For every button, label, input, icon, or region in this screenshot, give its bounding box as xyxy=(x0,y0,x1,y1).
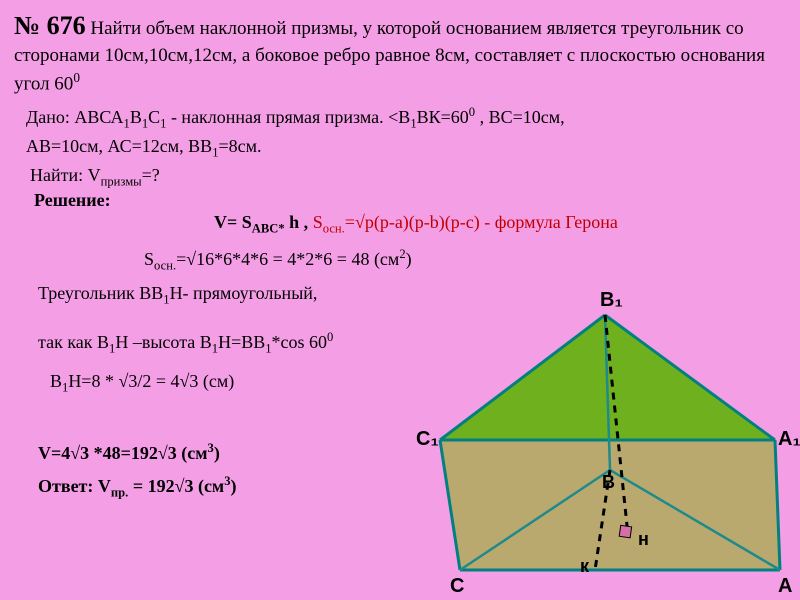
find-line: Найти: Vпризмы=? xyxy=(14,165,786,190)
label-h: н xyxy=(638,529,649,549)
formula-main: V= SABC* h , Sосн.=√p(p-a)(p-b)(p-c) - ф… xyxy=(14,212,786,237)
given-line1: Дано: АВСА1В1С1 - наклонная прямая призм… xyxy=(14,103,786,133)
triangle-line: Треугольник ВВ1Н- прямоугольный, xyxy=(14,283,786,308)
answer-line: Ответ: Vпр. = 192√3 (см3) xyxy=(14,474,786,501)
problem-number: № 676 xyxy=(14,11,86,40)
given-line2: АВ=10см, АС=12см, ВВ1=8см. xyxy=(14,133,786,162)
label-a: А xyxy=(778,575,792,597)
label-c: С xyxy=(450,575,464,597)
sosn-calc: Sосн.=√16*6*4*6 = 4*2*6 = 48 (см2) xyxy=(14,247,786,274)
label-k: к xyxy=(580,556,590,576)
solution-label: Решение: xyxy=(14,190,786,211)
v-final: V=4√3 *48=192√3 (см3) xyxy=(14,441,786,464)
height-line: так как В1Н –высота В1Н=ВВ1*cos 600 xyxy=(14,330,786,357)
b1h-calc: В1Н=8 * √3/2 = 4√3 (см) xyxy=(14,371,786,396)
problem-statement: № 676 Найти объем наклонной призмы, у ко… xyxy=(14,8,786,97)
